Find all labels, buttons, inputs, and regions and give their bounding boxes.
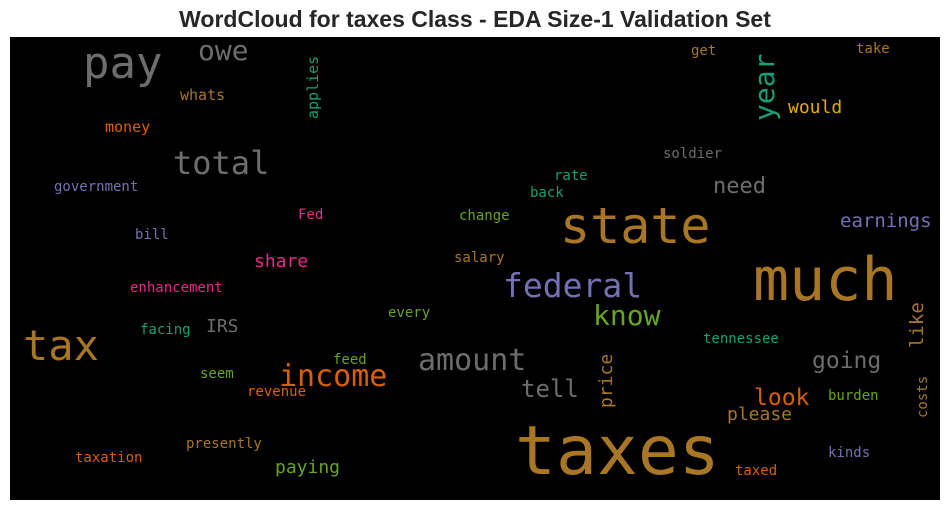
word-tennessee: tennessee: [703, 331, 779, 347]
word-revenue: revenue: [247, 384, 307, 400]
word-amount: amount: [418, 343, 527, 378]
word-like: like: [906, 302, 928, 348]
word-soldier: soldier: [663, 146, 723, 162]
word-fed: Fed: [298, 207, 324, 223]
word-change: change: [459, 208, 510, 224]
word-need: need: [713, 174, 766, 199]
word-kinds: kinds: [828, 445, 871, 461]
word-costs: costs: [915, 375, 931, 418]
word-burden: burden: [828, 388, 879, 404]
word-whats: whats: [180, 86, 226, 104]
word-know: know: [593, 299, 661, 332]
word-take: take: [856, 41, 890, 57]
word-every: every: [388, 305, 431, 321]
word-going: going: [812, 348, 882, 374]
word-would: would: [788, 97, 843, 118]
word-irs: IRS: [206, 316, 239, 337]
word-presently: presently: [186, 436, 262, 452]
word-year: year: [748, 53, 781, 121]
word-much: much: [753, 245, 898, 315]
word-pay: pay: [83, 38, 163, 89]
word-taxation: taxation: [75, 450, 143, 466]
word-paying: paying: [275, 457, 341, 478]
word-taxes: taxes: [515, 412, 720, 491]
word-look: look: [754, 385, 810, 411]
word-applies: applies: [304, 55, 322, 119]
word-bill: bill: [135, 227, 169, 243]
word-tax: tax: [23, 321, 99, 370]
word-cloud: pay owe applies whats money total govern…: [10, 37, 940, 500]
word-taxed: taxed: [735, 463, 778, 479]
word-federal: federal: [503, 266, 643, 305]
word-enhancement: enhancement: [130, 280, 223, 296]
word-back: back: [530, 185, 564, 201]
word-owe: owe: [198, 37, 249, 67]
word-please: please: [727, 404, 793, 425]
word-income: income: [279, 359, 388, 394]
word-rate: rate: [554, 168, 588, 184]
word-price: price: [596, 353, 617, 408]
word-get: get: [691, 43, 717, 59]
chart-title: WordCloud for taxes Class - EDA Size-1 V…: [179, 6, 771, 32]
word-total: total: [173, 144, 270, 182]
word-salary: salary: [454, 250, 505, 266]
word-state: state: [560, 197, 711, 255]
word-earnings: earnings: [840, 210, 932, 232]
word-government: government: [54, 179, 139, 195]
word-tell: tell: [521, 375, 579, 403]
word-facing: facing: [140, 322, 191, 338]
word-share: share: [254, 251, 309, 272]
word-money: money: [105, 118, 151, 136]
word-seem: seem: [200, 366, 234, 382]
word-feed: feed: [333, 352, 367, 368]
